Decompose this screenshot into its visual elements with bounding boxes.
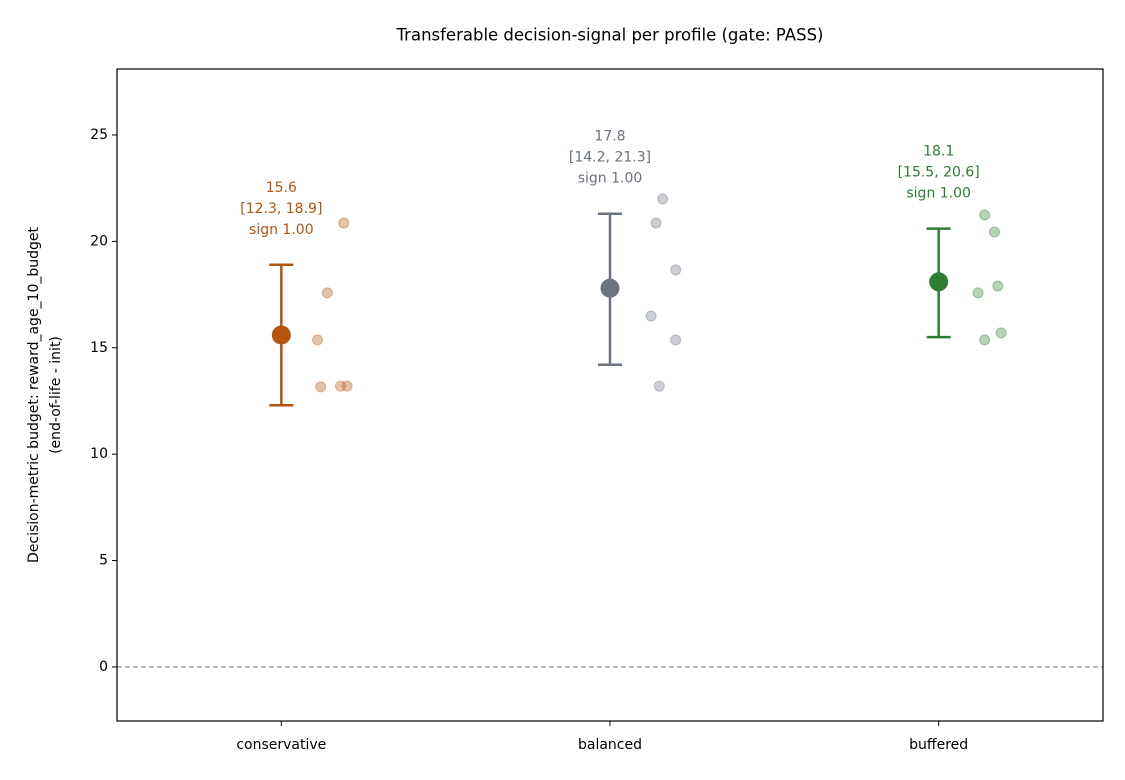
y-axis-label: Decision-metric budget: reward_age_10_bu… <box>26 226 64 563</box>
mean-label: 15.6 <box>266 180 297 196</box>
sign-label: sign 1.00 <box>906 186 971 202</box>
sample-point <box>992 280 1004 292</box>
sign-label: sign 1.00 <box>578 171 643 187</box>
sample-point <box>657 193 669 205</box>
sample-point <box>315 381 327 393</box>
sample-point <box>321 287 333 299</box>
x-tick-label: balanced <box>578 737 642 753</box>
y-tick-label: 25 <box>90 127 108 143</box>
y-axis-label-line: Decision-metric budget: reward_age_10_bu… <box>26 226 42 563</box>
sample-point <box>979 334 991 346</box>
y-tick-label: 10 <box>90 446 108 462</box>
x-tick-label: conservative <box>236 737 326 753</box>
mean-marker <box>600 278 620 298</box>
sample-point <box>341 380 353 392</box>
y-axis-label-line: (end-of-life - init) <box>48 336 64 454</box>
mean-label: 17.8 <box>594 129 625 145</box>
x-tick-label: buffered <box>909 737 968 753</box>
y-tick-label: 20 <box>90 233 108 249</box>
sample-point <box>670 264 682 276</box>
sign-label: sign 1.00 <box>249 222 314 238</box>
mean-marker <box>929 272 949 292</box>
y-tick-label: 15 <box>90 340 108 356</box>
mean-marker <box>271 325 291 345</box>
ci-label: [12.3, 18.9] <box>240 201 322 217</box>
y-tick-label: 5 <box>99 553 108 569</box>
sample-point <box>670 334 682 346</box>
mean-label: 18.1 <box>923 144 954 160</box>
sample-point <box>338 217 350 229</box>
sample-point <box>979 209 991 221</box>
sample-point <box>311 334 323 346</box>
sample-point <box>995 327 1007 339</box>
ci-label: [14.2, 21.3] <box>569 150 651 166</box>
sample-point <box>989 226 1001 238</box>
y-tick-label: 0 <box>99 659 108 675</box>
ci-label: [15.5, 20.6] <box>898 165 980 181</box>
sample-point <box>972 287 984 299</box>
sample-point <box>650 217 662 229</box>
chart-title: Transferable decision-signal per profile… <box>396 26 824 45</box>
sample-point <box>334 380 346 392</box>
sample-point <box>653 380 665 392</box>
sample-point <box>645 310 657 322</box>
plot-frame <box>116 68 1104 722</box>
